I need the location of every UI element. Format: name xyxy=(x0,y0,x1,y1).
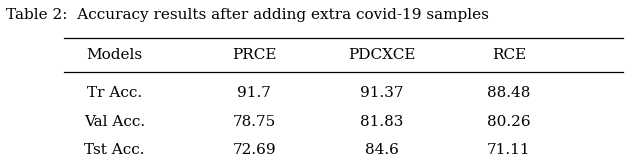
Text: Tst Acc.: Tst Acc. xyxy=(84,143,145,157)
Text: 71.11: 71.11 xyxy=(487,143,530,157)
Text: 80.26: 80.26 xyxy=(487,115,530,129)
Text: 84.6: 84.6 xyxy=(364,143,399,157)
Text: 72.69: 72.69 xyxy=(233,143,276,157)
Text: PRCE: PRCE xyxy=(232,48,277,62)
Text: Tr Acc.: Tr Acc. xyxy=(87,86,142,100)
Text: 81.83: 81.83 xyxy=(360,115,403,129)
Text: Val Acc.: Val Acc. xyxy=(84,115,145,129)
Text: 78.75: 78.75 xyxy=(233,115,276,129)
Text: Models: Models xyxy=(86,48,142,62)
Text: PDCXCE: PDCXCE xyxy=(348,48,415,62)
Text: 88.48: 88.48 xyxy=(487,86,530,100)
Text: RCE: RCE xyxy=(492,48,526,62)
Text: Table 2:  Accuracy results after adding extra covid-19 samples: Table 2: Accuracy results after adding e… xyxy=(6,8,489,22)
Text: 91.37: 91.37 xyxy=(360,86,403,100)
Text: 91.7: 91.7 xyxy=(237,86,272,100)
